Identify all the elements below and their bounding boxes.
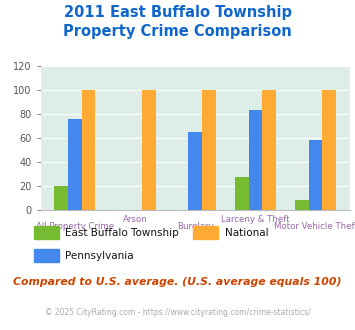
Text: All Property Crime: All Property Crime — [36, 222, 114, 231]
Text: © 2025 CityRating.com - https://www.cityrating.com/crime-statistics/: © 2025 CityRating.com - https://www.city… — [45, 308, 310, 317]
Bar — [295, 200, 309, 210]
Bar — [54, 185, 68, 210]
Bar — [68, 118, 82, 210]
Text: Pennsylvania: Pennsylvania — [65, 251, 133, 261]
Bar — [142, 90, 155, 210]
Bar — [262, 90, 276, 210]
Bar — [235, 177, 248, 210]
Bar — [189, 132, 202, 210]
Bar — [322, 90, 336, 210]
Text: Larceny & Theft: Larceny & Theft — [221, 215, 290, 224]
Bar — [309, 140, 322, 210]
Text: 2011 East Buffalo Township
Property Crime Comparison: 2011 East Buffalo Township Property Crim… — [63, 5, 292, 39]
Text: Compared to U.S. average. (U.S. average equals 100): Compared to U.S. average. (U.S. average … — [13, 277, 342, 287]
Text: Burglary: Burglary — [177, 222, 214, 231]
Text: National: National — [225, 228, 268, 238]
Text: East Buffalo Township: East Buffalo Township — [65, 228, 179, 238]
Text: Arson: Arson — [123, 215, 147, 224]
Bar — [82, 90, 95, 210]
Text: Motor Vehicle Theft: Motor Vehicle Theft — [274, 222, 355, 231]
Bar — [202, 90, 216, 210]
Bar — [248, 110, 262, 210]
